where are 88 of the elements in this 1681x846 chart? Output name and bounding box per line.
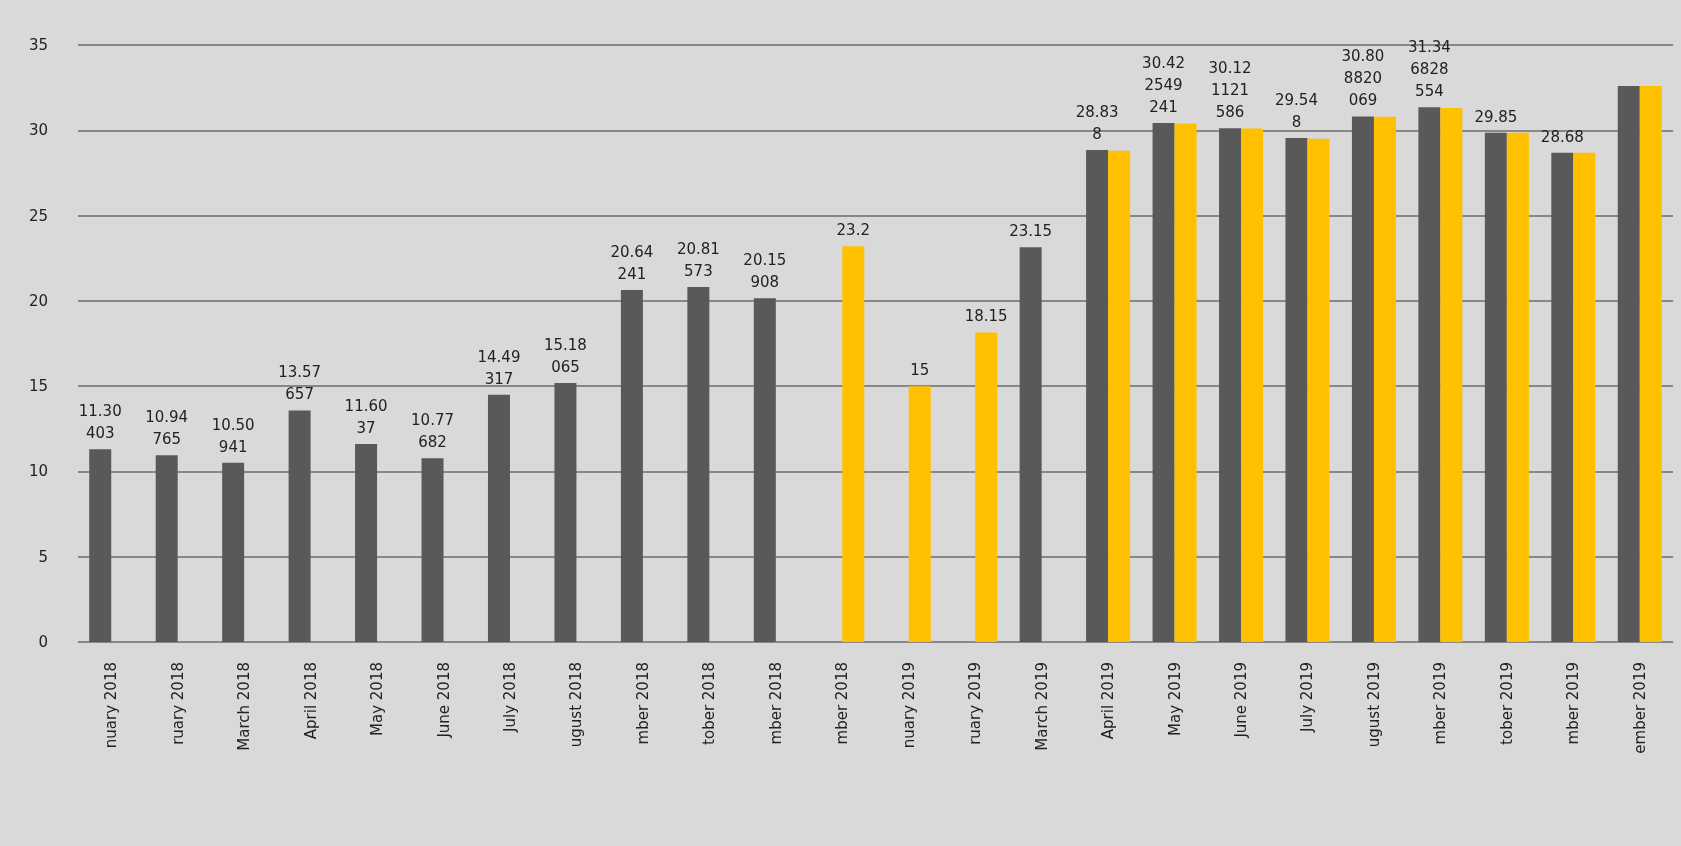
data-label: 29.85 bbox=[1474, 107, 1518, 126]
bar bbox=[1617, 85, 1640, 642]
x-tick-label: April 2019 bbox=[1099, 662, 1118, 740]
data-label: 10.77682 bbox=[411, 411, 454, 452]
bar bbox=[1551, 152, 1574, 642]
bar bbox=[908, 386, 931, 642]
bar bbox=[1086, 150, 1109, 642]
x-tick-label: ember 2019 bbox=[1630, 662, 1649, 754]
bar bbox=[1307, 138, 1330, 642]
x-tick-label: July 2019 bbox=[1298, 662, 1317, 733]
bar bbox=[620, 289, 643, 642]
x-tick-label: May 2018 bbox=[368, 662, 387, 736]
y-tick-label: 0 bbox=[38, 633, 48, 651]
x-tick-label: ruary 2018 bbox=[168, 662, 187, 745]
bar bbox=[842, 246, 865, 642]
bar bbox=[1639, 85, 1662, 642]
x-tick-label: mber 2018 bbox=[633, 662, 652, 745]
x-tick-label: mber 2019 bbox=[1564, 662, 1583, 745]
x-tick-label: March 2018 bbox=[235, 662, 254, 751]
bar bbox=[1373, 116, 1396, 642]
x-tick-label: March 2019 bbox=[1032, 662, 1051, 751]
data-label: 30.422549241 bbox=[1142, 54, 1186, 117]
data-label: 30.808820069 bbox=[1341, 47, 1385, 110]
x-tick-label: mber 2019 bbox=[1431, 662, 1450, 745]
data-label: 13.57657 bbox=[278, 363, 322, 404]
x-tick-label: nuary 2018 bbox=[102, 662, 121, 749]
bar bbox=[554, 383, 577, 642]
bar bbox=[753, 298, 776, 642]
y-tick-label: 10 bbox=[28, 462, 48, 481]
x-tick-label: ugust 2019 bbox=[1364, 662, 1383, 748]
bar bbox=[222, 462, 245, 642]
bar bbox=[1351, 116, 1374, 642]
x-tick-label: mber 2018 bbox=[833, 662, 852, 745]
data-label: 31.346828554 bbox=[1407, 38, 1451, 101]
x-tick-label: mber 2018 bbox=[766, 662, 785, 745]
y-tick-label: 20 bbox=[28, 291, 48, 310]
x-tick-label: May 2019 bbox=[1165, 662, 1184, 736]
x-tick-label: June 2018 bbox=[434, 662, 453, 739]
data-label: 29.548 bbox=[1275, 91, 1318, 131]
bar bbox=[1506, 132, 1529, 642]
x-tick-label: June 2019 bbox=[1232, 662, 1251, 739]
data-label: 10.94765 bbox=[145, 408, 189, 449]
bar bbox=[89, 449, 112, 642]
data-label: 23.2 bbox=[836, 221, 870, 240]
x-tick-label: April 2018 bbox=[301, 662, 320, 740]
bar bbox=[1440, 108, 1463, 642]
data-label: 15 bbox=[910, 361, 930, 380]
bar bbox=[687, 286, 710, 642]
bar bbox=[355, 444, 378, 642]
y-tick-label: 15 bbox=[28, 377, 48, 396]
bar bbox=[1573, 152, 1596, 642]
data-label: 23.15 bbox=[1009, 222, 1053, 241]
bar bbox=[1484, 132, 1507, 642]
data-label: 11.6037 bbox=[344, 397, 388, 438]
bar bbox=[1241, 128, 1264, 642]
y-tick-label: 25 bbox=[28, 206, 48, 225]
x-tick-label: nuary 2019 bbox=[899, 662, 918, 749]
data-label: 30.121121586 bbox=[1208, 59, 1252, 122]
x-tick-label: July 2018 bbox=[500, 662, 519, 733]
x-tick-label: tober 2019 bbox=[1497, 662, 1516, 745]
data-label: 10.50941 bbox=[211, 415, 255, 456]
bar bbox=[1152, 123, 1175, 642]
x-tick-label: ruary 2019 bbox=[966, 662, 985, 745]
x-tick-label: ugust 2018 bbox=[567, 662, 586, 748]
bar bbox=[421, 458, 444, 642]
data-label: 20.15908 bbox=[743, 251, 787, 292]
bar bbox=[1285, 138, 1308, 642]
y-tick-label: 35 bbox=[28, 36, 48, 54]
x-tick-label: tober 2018 bbox=[700, 662, 719, 745]
data-label: 20.81573 bbox=[676, 239, 720, 280]
bar bbox=[288, 410, 311, 642]
bar bbox=[487, 394, 510, 642]
data-label: 15.18065 bbox=[543, 336, 587, 377]
bar bbox=[155, 455, 178, 642]
bar bbox=[1108, 150, 1131, 642]
data-label: 11.30403 bbox=[78, 402, 122, 443]
bar bbox=[1019, 247, 1042, 642]
bar bbox=[1219, 128, 1242, 642]
data-label: 28.838 bbox=[1075, 103, 1119, 144]
y-tick-label: 5 bbox=[38, 547, 48, 566]
bar bbox=[1174, 123, 1197, 642]
data-label: 20.64241 bbox=[610, 242, 654, 283]
bar bbox=[1418, 107, 1441, 642]
y-tick-label: 30 bbox=[28, 121, 48, 140]
bar bbox=[975, 332, 998, 642]
data-label: 14.49317 bbox=[477, 347, 521, 388]
data-label: 18.15 bbox=[964, 307, 1008, 326]
data-label: 28.68 bbox=[1540, 127, 1584, 146]
